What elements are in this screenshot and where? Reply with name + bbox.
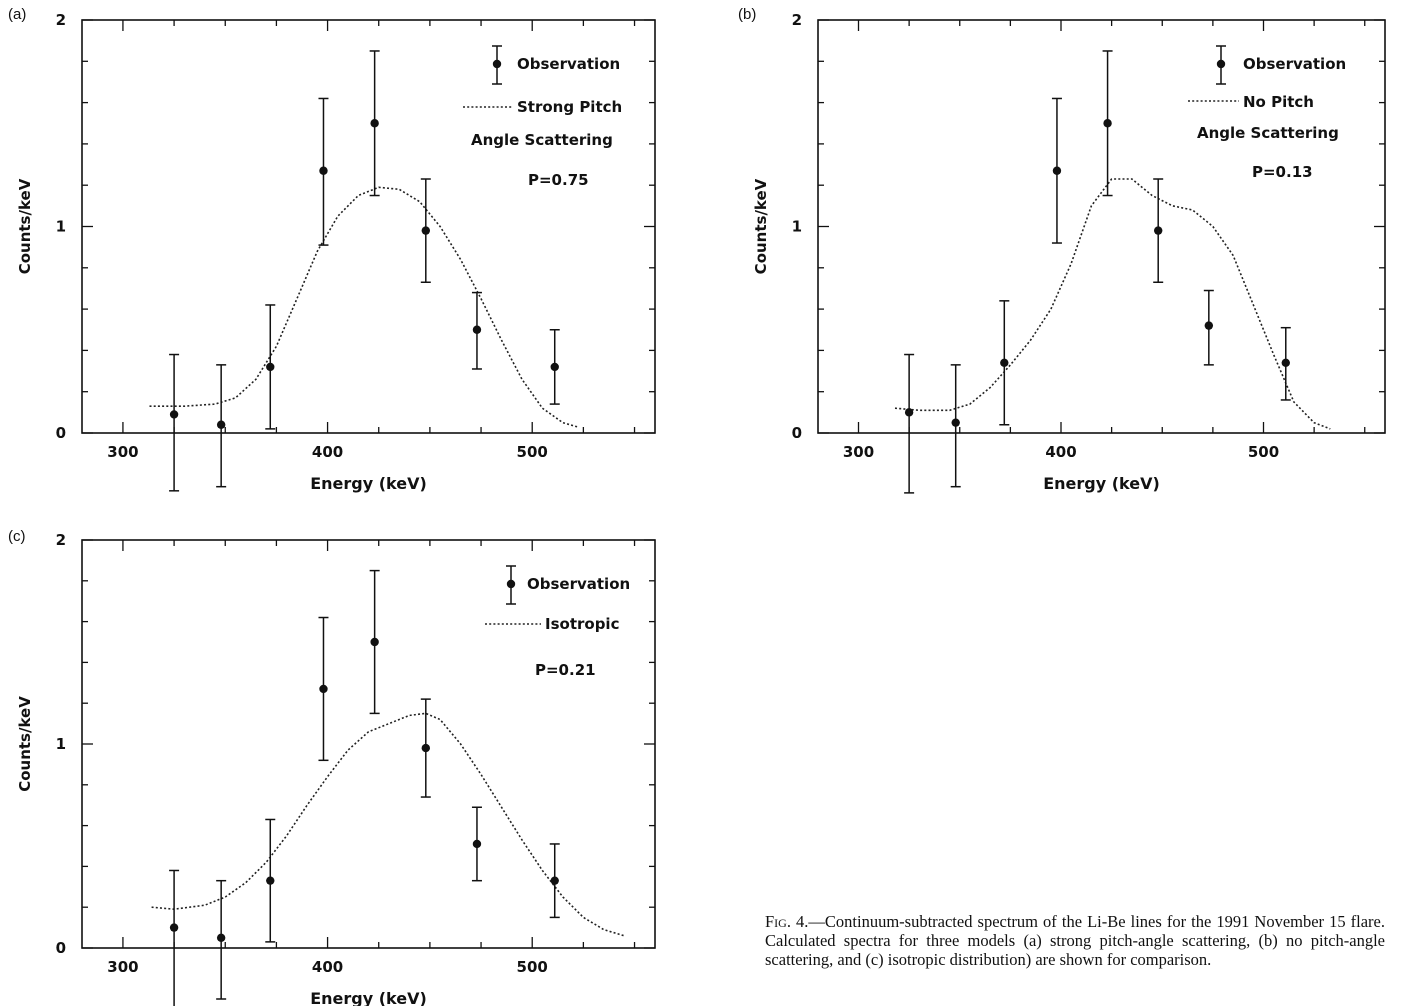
plot-frame xyxy=(817,19,1386,434)
x-tick-label: 300 xyxy=(843,443,874,461)
observation-point xyxy=(1103,119,1112,128)
observation-point xyxy=(472,839,482,849)
observation-point xyxy=(169,410,179,419)
x-tick-label: 400 xyxy=(1045,443,1076,461)
x-axis-label: Energy (keV) xyxy=(310,474,427,493)
observation-point xyxy=(1281,358,1290,367)
observation-point xyxy=(904,408,914,417)
legend-model-label: Isotropic xyxy=(545,615,619,633)
x-tick-label: 500 xyxy=(517,443,548,461)
observation-point xyxy=(1204,321,1214,330)
figure-caption-text: —Continuum-subtracted spectrum of the Li… xyxy=(765,912,1385,969)
x-axis-label: Energy (keV) xyxy=(1043,474,1160,493)
legend-model-label: No Pitch xyxy=(1243,93,1314,111)
x-tick-label: 300 xyxy=(107,443,138,461)
plot-frame xyxy=(81,19,656,434)
figure-caption-prefix: Fig. 4. xyxy=(765,912,809,931)
x-tick-label: 400 xyxy=(312,958,343,976)
observation-point xyxy=(1000,358,1009,367)
observation-point xyxy=(951,418,960,427)
y-tick-label: 0 xyxy=(56,424,66,442)
panel-a: 300 400 500 0 1 2 Energy (keV) Counts/keV Observ… xyxy=(16,11,656,493)
y-axis-label: Counts/keV xyxy=(752,178,770,274)
figure-caption: Fig. 4.—Continuum-subtracted spectrum of… xyxy=(765,912,1385,969)
legend-observation-label: Observation xyxy=(527,575,630,593)
panel-a-letter: (a) xyxy=(8,6,27,23)
model-curve xyxy=(151,712,625,937)
panel-c-letter: (c) xyxy=(8,528,26,545)
y-tick-label: 0 xyxy=(56,939,66,957)
panel-b-letter: (b) xyxy=(738,6,757,23)
observation-point xyxy=(319,166,328,175)
observation-point xyxy=(550,362,559,372)
y-tick-label: 1 xyxy=(792,218,802,236)
legend-observation-marker xyxy=(492,59,502,69)
y-tick-label: 1 xyxy=(56,218,66,236)
legend-p-value: P=0.75 xyxy=(528,171,589,189)
observation-point xyxy=(370,637,379,647)
y-tick-label: 2 xyxy=(56,531,66,549)
observation-point xyxy=(216,933,226,942)
x-tick-label: 500 xyxy=(1248,443,1279,461)
panel-b: 300 400 500 0 1 2 Energy (keV) Counts/keV Observ… xyxy=(752,11,1386,494)
x-tick-label: 300 xyxy=(107,958,138,976)
observation-point xyxy=(550,876,559,885)
model-curve xyxy=(149,186,578,428)
observation-point xyxy=(216,420,226,429)
legend-observation-marker xyxy=(506,579,516,589)
panel-c: 300 400 500 0 1 2 Energy (keV) Counts/keV Observ… xyxy=(16,531,656,1006)
legend-observation-marker xyxy=(1216,59,1226,69)
y-tick-label: 0 xyxy=(792,424,802,442)
plot-frame xyxy=(81,539,656,949)
y-tick-label: 2 xyxy=(56,11,66,29)
observation-point xyxy=(370,119,379,128)
legend-model-label: Angle Scattering xyxy=(1197,124,1339,142)
legend-model-label: Angle Scattering xyxy=(471,131,613,149)
legend-model-label: Strong Pitch xyxy=(517,98,622,116)
y-axis-label: Counts/keV xyxy=(16,696,34,792)
model-curve xyxy=(894,178,1331,430)
observation-point xyxy=(1154,226,1163,235)
x-tick-label: 400 xyxy=(312,443,343,461)
legend-p-value: P=0.13 xyxy=(1252,163,1313,181)
y-tick-label: 2 xyxy=(792,11,802,29)
observation-point xyxy=(266,362,275,372)
observation-point xyxy=(421,226,430,235)
observation-point xyxy=(472,325,482,334)
observation-point xyxy=(1052,166,1062,175)
x-axis-label: Energy (keV) xyxy=(310,989,427,1006)
legend-observation-label: Observation xyxy=(517,55,620,73)
y-tick-label: 1 xyxy=(56,735,66,753)
observation-point xyxy=(319,684,328,694)
y-axis-label: Counts/keV xyxy=(16,178,34,274)
observation-point xyxy=(169,923,179,932)
legend-observation-label: Observation xyxy=(1243,55,1346,73)
observation-point xyxy=(266,876,275,885)
legend-p-value: P=0.21 xyxy=(535,661,596,679)
x-tick-label: 500 xyxy=(517,958,548,976)
observation-point xyxy=(421,743,430,753)
